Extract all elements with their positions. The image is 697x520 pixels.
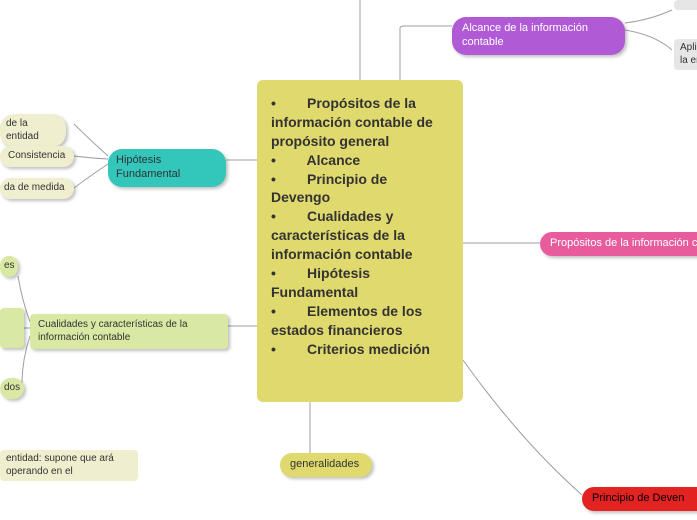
- node-medida[interactable]: da de medida: [0, 178, 74, 199]
- node-entidad[interactable]: de la entidad: [0, 114, 66, 147]
- node-principio[interactable]: Principio de Deven: [582, 487, 697, 511]
- connector: [625, 30, 672, 50]
- node-consistencia[interactable]: Consistencia: [0, 146, 74, 167]
- node-aplic[interactable]: Aplic la em: [674, 39, 697, 70]
- node-dos[interactable]: dos: [0, 378, 24, 399]
- central-topic[interactable]: • Propósitos de la información contable …: [257, 80, 463, 402]
- node-cual2[interactable]: [0, 308, 24, 348]
- mindmap-canvas: • Propósitos de la información contable …: [0, 0, 697, 520]
- node-propositos[interactable]: Propósitos de la información c: [540, 232, 697, 256]
- node-hip[interactable]: Hipótesis Fundamental: [108, 149, 226, 187]
- node-supone[interactable]: entidad: supone que ará operando en el: [0, 450, 138, 481]
- node-general[interactable]: generalidades: [280, 453, 372, 477]
- connector: [74, 164, 108, 188]
- node-cualidades[interactable]: Cualidades y características de la infor…: [30, 314, 228, 349]
- node-topgrey[interactable]: [674, 0, 697, 10]
- node-es[interactable]: es: [0, 256, 18, 277]
- connector: [463, 360, 582, 495]
- connector: [625, 10, 672, 23]
- connector: [74, 124, 108, 156]
- node-alcance[interactable]: Alcance de la información contable: [452, 17, 625, 55]
- connector: [400, 26, 452, 80]
- connector: [74, 156, 108, 159]
